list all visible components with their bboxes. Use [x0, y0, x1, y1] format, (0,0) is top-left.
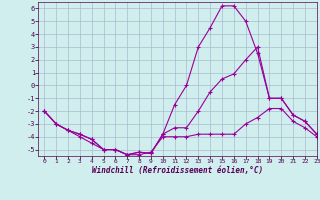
- X-axis label: Windchill (Refroidissement éolien,°C): Windchill (Refroidissement éolien,°C): [92, 166, 263, 175]
